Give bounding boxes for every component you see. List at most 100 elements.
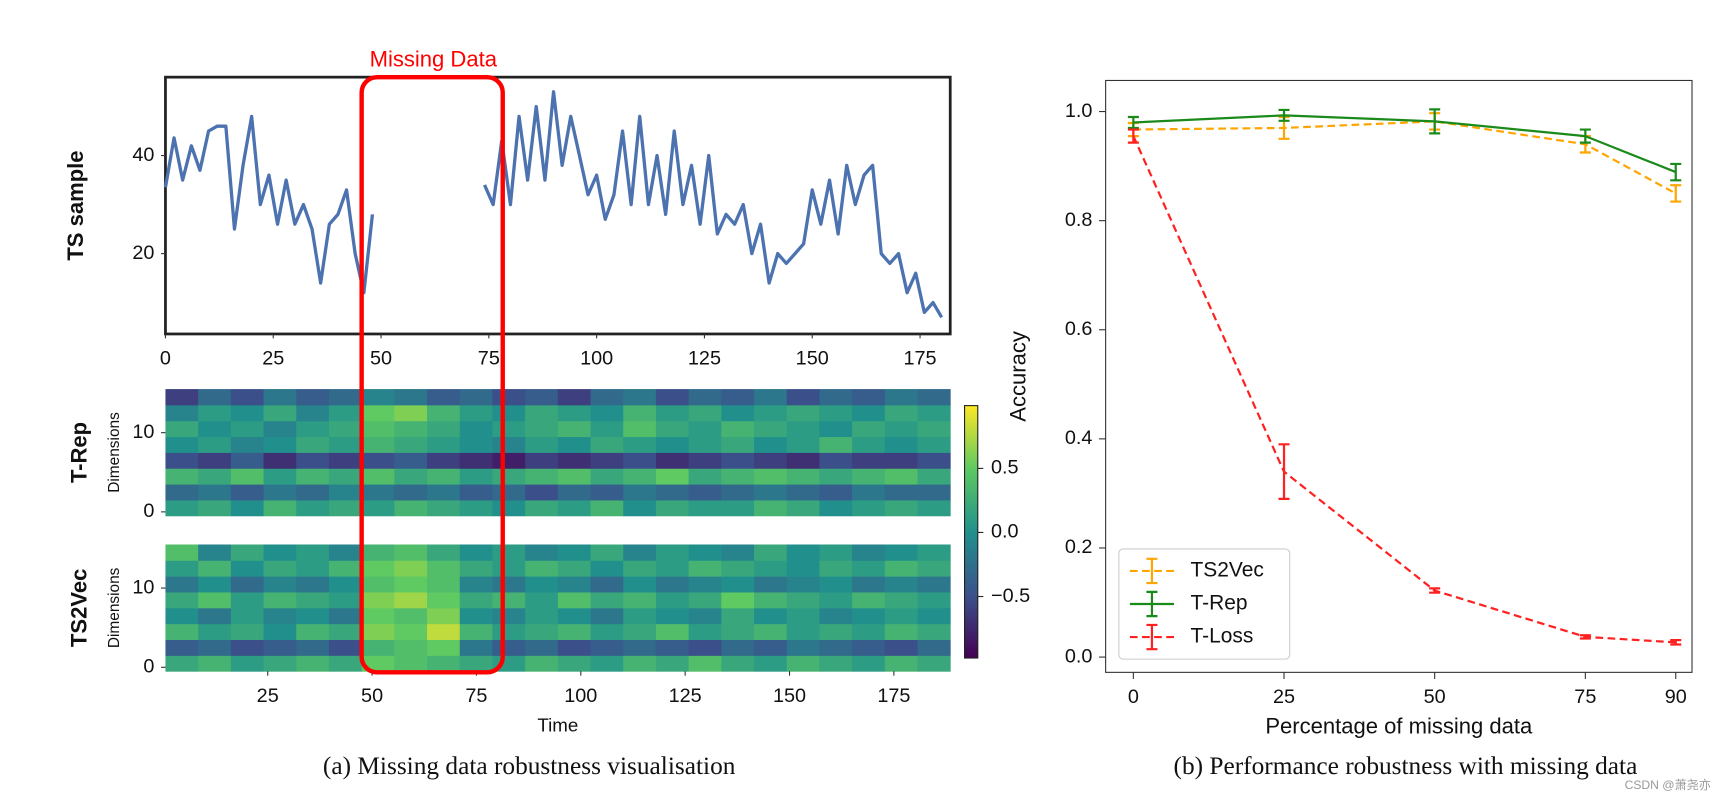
x-tick-label: 175 xyxy=(903,348,936,370)
heatmap-cell xyxy=(230,452,264,469)
heatmap-cell xyxy=(263,420,297,438)
heatmap-cell xyxy=(884,592,918,609)
heatmap-cell xyxy=(230,560,264,577)
heatmap-cell xyxy=(721,420,755,438)
heatmap-cell xyxy=(165,592,199,609)
heatmap-cell xyxy=(754,623,788,640)
heatmap-cell xyxy=(917,576,951,593)
heatmap-cell xyxy=(198,592,232,609)
heatmap-cell xyxy=(230,607,264,625)
heatmap-cell xyxy=(230,544,264,561)
heatmap-cell xyxy=(328,484,363,501)
heatmap-cell xyxy=(884,484,918,501)
panel-title: TS2Vec xyxy=(66,569,91,647)
x-axis-label: Time xyxy=(537,714,578,735)
heatmap-cell xyxy=(721,623,755,640)
heatmap-cell xyxy=(557,576,591,593)
heatmap-cell xyxy=(754,404,788,422)
heatmap-cell xyxy=(623,468,657,485)
heatmap-cell xyxy=(623,484,657,501)
heatmap-cell xyxy=(296,544,330,561)
heatmap-cell xyxy=(361,389,395,406)
heatmap-cell xyxy=(688,639,722,656)
heatmap-cell xyxy=(590,436,624,453)
heatmap-cell xyxy=(917,639,951,656)
heatmap-cell xyxy=(590,404,624,422)
heatmap-cell xyxy=(459,560,493,577)
heatmap-cell xyxy=(459,420,493,438)
heatmap-cell xyxy=(492,436,526,453)
heatmap-cell xyxy=(263,544,297,561)
heatmap-cell xyxy=(819,592,853,609)
heatmap-cell xyxy=(852,468,886,485)
x-tick-label: 75 xyxy=(1574,686,1596,708)
heatmap-cell xyxy=(852,499,886,517)
heatmap-cell xyxy=(394,623,428,640)
heatmap-cell xyxy=(230,484,264,501)
y-tick-label: 10 xyxy=(132,421,154,443)
heatmap-cell xyxy=(459,576,493,593)
heatmap-cell xyxy=(361,468,395,485)
heatmap-cell xyxy=(721,576,755,593)
y-tick-label: 0.8 xyxy=(1065,209,1093,231)
heatmap-cell xyxy=(296,607,330,625)
heatmap-cell xyxy=(819,436,853,453)
heatmap-cell xyxy=(623,623,657,640)
panel-title: T-Rep xyxy=(66,422,91,483)
y-tick-label: 0 xyxy=(143,656,154,678)
heatmap-cell xyxy=(754,639,788,656)
heatmap-cell xyxy=(819,544,853,561)
heatmap-cell xyxy=(525,639,559,656)
heatmap-cell xyxy=(754,560,788,577)
error-bar xyxy=(1127,115,1139,130)
heatmap-cell xyxy=(884,607,918,625)
heatmap-cell xyxy=(492,623,526,640)
heatmap-cell xyxy=(884,639,918,656)
heatmap-cell xyxy=(917,484,951,501)
heatmap-cell xyxy=(655,560,690,577)
heatmap-cell xyxy=(198,576,232,593)
heatmap-cell xyxy=(394,639,428,656)
heatmap-cell xyxy=(198,420,232,438)
heatmap-cell xyxy=(852,484,886,501)
x-tick-label: 75 xyxy=(478,348,500,370)
heatmap-cell xyxy=(852,592,886,609)
heatmap-cell xyxy=(884,452,918,469)
heatmap-cell xyxy=(754,544,788,561)
colorbar xyxy=(964,405,979,659)
heatmap-cell xyxy=(361,499,395,517)
heatmap-cell xyxy=(590,655,624,672)
heatmap-cell xyxy=(721,560,755,577)
heatmap-cell xyxy=(427,436,461,453)
heatmap-cell xyxy=(263,639,297,656)
legend-errbar xyxy=(1146,590,1158,618)
error-bar xyxy=(1429,108,1441,135)
heatmap-cell xyxy=(917,420,951,438)
x-tick-label: 125 xyxy=(669,685,702,707)
heatmap-cell xyxy=(492,499,526,517)
heatmap-cell xyxy=(786,404,820,422)
heatmap-cell xyxy=(459,389,493,406)
heatmap-cell xyxy=(492,389,526,406)
heatmap-cell xyxy=(688,436,722,453)
heatmap-cell xyxy=(328,544,363,561)
heatmap-cell xyxy=(198,468,232,485)
heatmap-cell xyxy=(688,468,722,485)
legend-errbar xyxy=(1146,557,1158,585)
error-bar xyxy=(1579,128,1591,144)
heatmap-cell xyxy=(852,560,886,577)
heatmap-cell xyxy=(328,592,363,609)
heatmap-cell xyxy=(721,389,755,406)
heatmap-cell xyxy=(721,404,755,422)
heatmap-cell xyxy=(590,544,624,561)
heatmap-cell xyxy=(296,576,330,593)
legend-box xyxy=(1118,548,1291,660)
heatmap-cell xyxy=(198,655,232,672)
heatmap-cell xyxy=(165,436,199,453)
heatmap-cell xyxy=(263,592,297,609)
heatmap-cell xyxy=(492,544,526,561)
heatmap-cell xyxy=(557,484,591,501)
heatmap-cell xyxy=(427,468,461,485)
heatmap-cell xyxy=(525,404,559,422)
heatmap-cell xyxy=(427,484,461,501)
